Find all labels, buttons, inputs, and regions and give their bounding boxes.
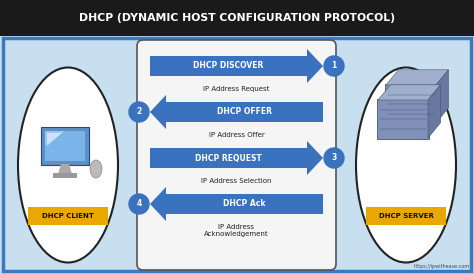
Polygon shape [436,70,448,123]
Text: DHCP (DYNAMIC HOST CONFIGURATION PROTOCOL): DHCP (DYNAMIC HOST CONFIGURATION PROTOCO… [79,13,395,23]
Text: DHCP REQUEST: DHCP REQUEST [195,153,262,162]
FancyBboxPatch shape [53,173,77,178]
Circle shape [129,194,149,214]
Text: IP Address Request: IP Address Request [203,86,270,92]
FancyBboxPatch shape [385,84,437,124]
Polygon shape [58,164,72,174]
Circle shape [324,56,344,76]
Text: www.ipwithease.com: www.ipwithease.com [250,138,338,147]
Polygon shape [307,49,323,83]
FancyBboxPatch shape [137,40,336,270]
Polygon shape [150,187,166,221]
FancyBboxPatch shape [3,38,471,271]
Text: IP Address Selection: IP Address Selection [201,178,272,184]
Text: DHCP SERVER: DHCP SERVER [379,213,433,219]
Text: DHCP Ack: DHCP Ack [223,199,266,209]
Polygon shape [166,194,323,214]
Polygon shape [47,133,62,146]
FancyBboxPatch shape [0,0,474,36]
Text: 4: 4 [137,199,142,209]
Text: DHCP DISCOVER: DHCP DISCOVER [193,61,264,70]
Polygon shape [428,85,440,138]
Text: DHCP CLIENT: DHCP CLIENT [42,213,94,219]
Polygon shape [166,102,323,122]
Polygon shape [150,95,166,129]
Text: DHCP OFFER: DHCP OFFER [217,107,272,116]
Ellipse shape [90,160,102,178]
Circle shape [129,102,149,122]
Ellipse shape [18,67,118,262]
Text: IP Address
Acknowledgement: IP Address Acknowledgement [204,224,269,237]
Polygon shape [45,131,65,146]
Ellipse shape [356,67,456,262]
Text: 2: 2 [137,107,142,116]
Text: https://ipwithease.com: https://ipwithease.com [414,264,470,269]
FancyBboxPatch shape [366,207,446,225]
Polygon shape [150,56,307,76]
Text: IP Address Offer: IP Address Offer [209,132,264,138]
FancyBboxPatch shape [28,207,108,225]
FancyBboxPatch shape [377,99,429,139]
Polygon shape [386,70,448,85]
Text: 1: 1 [331,61,337,70]
Polygon shape [307,141,323,175]
Circle shape [324,148,344,168]
Text: 3: 3 [331,153,337,162]
Polygon shape [150,148,307,168]
Polygon shape [378,85,440,100]
FancyBboxPatch shape [45,131,85,161]
FancyBboxPatch shape [41,127,89,165]
